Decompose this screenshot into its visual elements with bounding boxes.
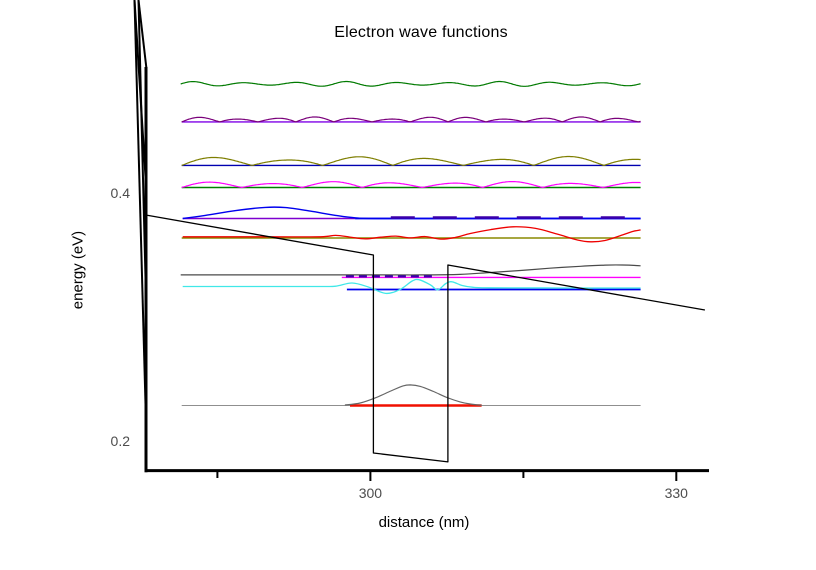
chart-title: Electron wave functions [334, 24, 508, 41]
x-tick-label: 300 [359, 485, 383, 501]
potential-profile [144, 214, 706, 463]
state4-wavefunction [182, 226, 641, 243]
y-major-tick [133, 0, 148, 442]
state3-wavefunction [180, 264, 641, 276]
y-minor-tick [137, 0, 148, 70]
state1-wavefunction [344, 384, 482, 406]
y-tick-label: 0.2 [111, 433, 131, 449]
y-tick-label: 0.4 [111, 185, 131, 201]
x-tick-label: 330 [665, 485, 689, 501]
state9-wavefunction [180, 80, 641, 87]
state8-wavefunction [181, 116, 641, 123]
state2-wavefunction [182, 278, 641, 295]
y-major-tick [133, 0, 148, 194]
x-axis-label: distance (nm) [378, 514, 470, 531]
state6-wavefunction [181, 181, 641, 189]
state7-wavefunction [181, 155, 641, 166]
y-minor-tick [137, 0, 148, 318]
